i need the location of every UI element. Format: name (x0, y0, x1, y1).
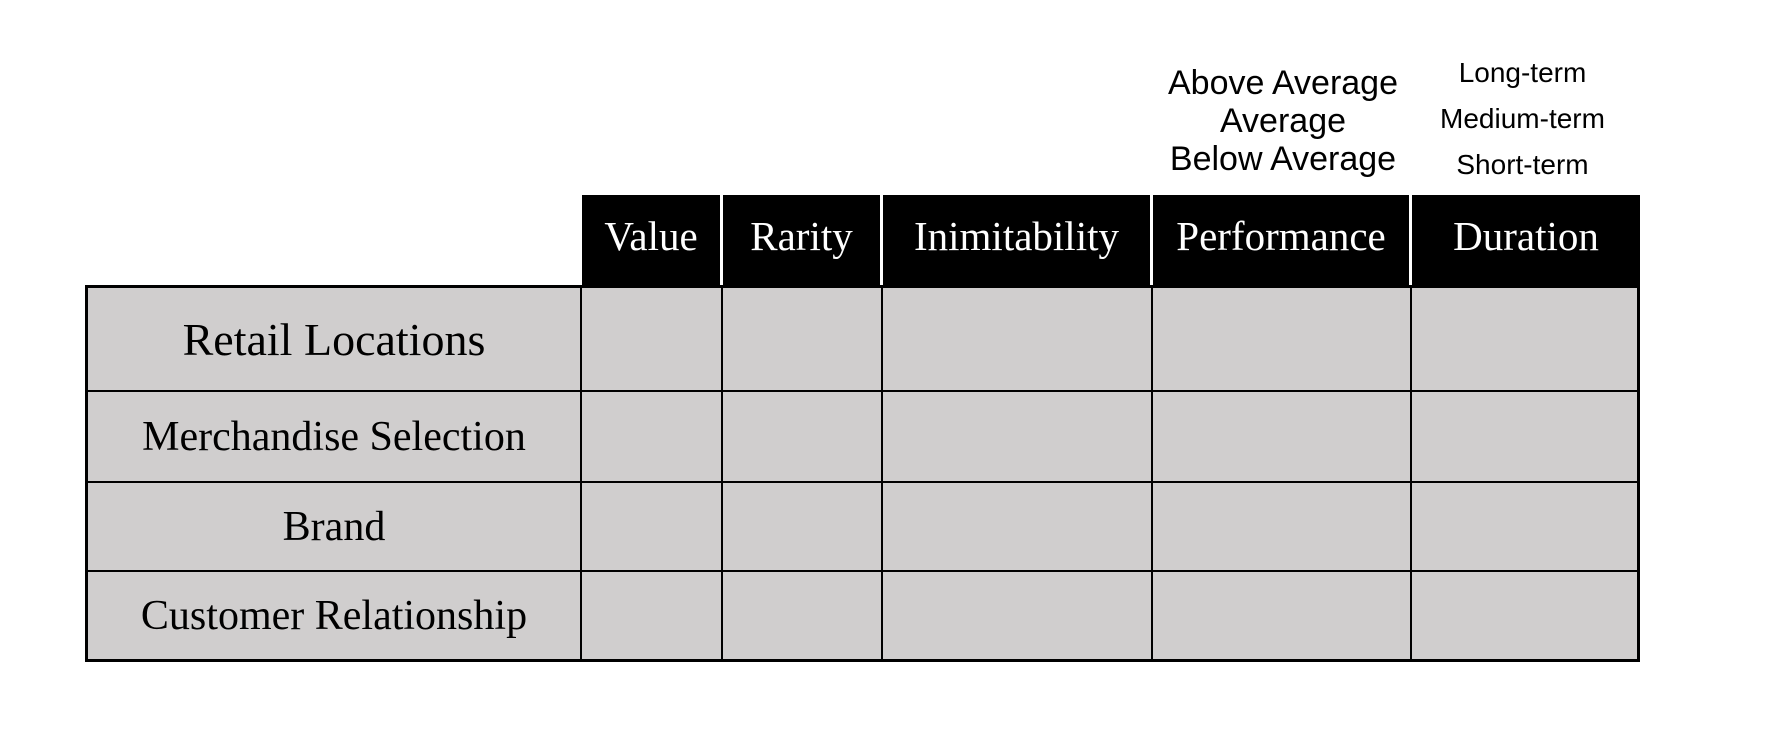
table-cell-merchandise-inimitability (883, 392, 1153, 483)
column-header-rarity: Rarity (723, 195, 883, 285)
table-cell-merchandise-performance (1153, 392, 1412, 483)
table-cell-merchandise-duration (1412, 392, 1637, 483)
column-header-value: Value (582, 195, 723, 285)
table-cell-brand-value (582, 483, 723, 572)
row-label-retail-locations: Retail Locations (88, 288, 582, 392)
column-header-inimitability: Inimitability (883, 195, 1153, 285)
table-cell-brand-duration (1412, 483, 1637, 572)
legend-line-average: Average (1219, 102, 1347, 140)
table-cell-retail-duration (1412, 288, 1637, 392)
row-label-merchandise-selection: Merchandise Selection (88, 392, 582, 483)
legend-line-below-average: Below Average (1169, 140, 1397, 178)
table-cell-retail-value (582, 288, 723, 392)
table-cell-brand-performance (1153, 483, 1412, 572)
table-header-row: Value Rarity Inimitability Performance D… (582, 195, 1640, 285)
performance-scale-legend: Above Average Average Below Average (1123, 64, 1443, 178)
row-label-customer-relationship: Customer Relationship (88, 572, 582, 659)
table-cell-customer-value (582, 572, 723, 659)
table-cell-customer-inimitability (883, 572, 1153, 659)
legend-line-short-term: Short-term (1456, 149, 1589, 180)
table-cell-retail-rarity (723, 288, 883, 392)
table-cell-brand-rarity (723, 483, 883, 572)
legend-line-medium-term: Medium-term (1440, 103, 1605, 134)
table-cell-retail-performance (1153, 288, 1412, 392)
column-header-duration: Duration (1412, 195, 1640, 285)
column-header-performance: Performance (1153, 195, 1412, 285)
legend-line-long-term: Long-term (1458, 57, 1587, 88)
table-cell-customer-performance (1153, 572, 1412, 659)
table-cell-brand-inimitability (883, 483, 1153, 572)
table-cell-merchandise-rarity (723, 392, 883, 483)
legend-line-above-average: Above Average (1168, 64, 1398, 102)
vrio-table-body: Retail Locations Merchandise Selection B… (85, 285, 1640, 662)
row-label-brand: Brand (88, 483, 582, 572)
table-cell-merchandise-value (582, 392, 723, 483)
table-cell-retail-inimitability (883, 288, 1153, 392)
table-cell-customer-rarity (723, 572, 883, 659)
table-cell-customer-duration (1412, 572, 1637, 659)
duration-scale-legend: Long-term Medium-term Short-term (1405, 50, 1640, 188)
